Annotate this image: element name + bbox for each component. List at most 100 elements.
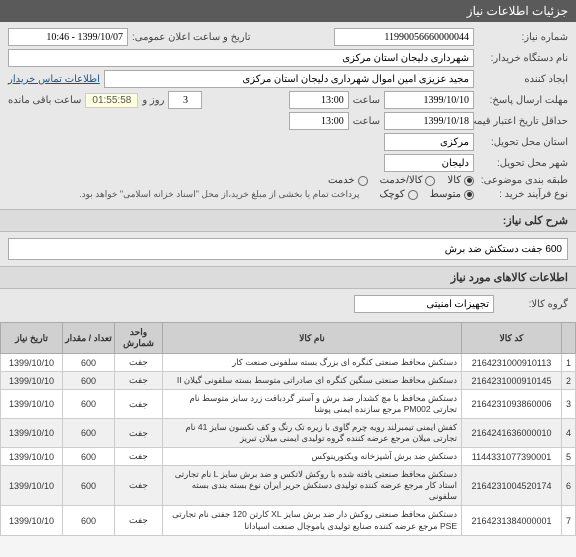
cell-code: 2164231384000001 bbox=[462, 506, 562, 535]
th-code: کد کالا bbox=[462, 323, 562, 354]
cell-index: 7 bbox=[562, 506, 576, 535]
need-no-field[interactable] bbox=[334, 28, 474, 46]
cell-name: دستکش ضد برش آشپزخانه ویکتورینوکس bbox=[163, 448, 462, 466]
announce-field[interactable] bbox=[8, 28, 128, 46]
cell-name: دستکش محافظ با مچ کشدار ضد برش و آستر گر… bbox=[163, 390, 462, 419]
cell-unit: جفت bbox=[115, 390, 163, 419]
cell-date: 1399/10/10 bbox=[1, 372, 63, 390]
cell-index: 1 bbox=[562, 354, 576, 372]
cell-name: دستکش محافظ صنعتی بافته شده با روکش لاتک… bbox=[163, 466, 462, 506]
items-section-title: اطلاعات کالاهای مورد نیاز bbox=[0, 266, 576, 289]
cell-qty: 600 bbox=[63, 506, 115, 535]
radio-icon bbox=[358, 176, 368, 186]
items-table-wrap: کد کالا نام کالا واحد شمارش تعداد / مقدا… bbox=[0, 322, 576, 536]
items-table: کد کالا نام کالا واحد شمارش تعداد / مقدا… bbox=[0, 322, 576, 536]
th-qty: تعداد / مقدار bbox=[63, 323, 115, 354]
cell-code: 1144331077390001 bbox=[462, 448, 562, 466]
cell-date: 1399/10/10 bbox=[1, 390, 63, 419]
remain-label: ساعت باقی مانده bbox=[8, 95, 81, 106]
cell-qty: 600 bbox=[63, 466, 115, 506]
pack-opt-0[interactable]: کالا bbox=[447, 175, 474, 186]
radio-icon bbox=[408, 190, 418, 200]
deadline-date-field[interactable] bbox=[384, 91, 474, 109]
cell-index: 6 bbox=[562, 466, 576, 506]
cell-unit: جفت bbox=[115, 466, 163, 506]
cell-name: دستکش محافظ صنعتی کنگره ای بزرگ بسته سلف… bbox=[163, 354, 462, 372]
page-title: جزئیات اطلاعات نیاز bbox=[467, 4, 568, 18]
cell-unit: جفت bbox=[115, 354, 163, 372]
cell-unit: جفت bbox=[115, 506, 163, 535]
pack-label: طبقه بندی موضوعی: bbox=[478, 175, 568, 186]
creator-label: ایجاد کننده bbox=[478, 74, 568, 85]
countdown-timer: 01:55:58 bbox=[85, 93, 138, 108]
proc-opt-0[interactable]: متوسط bbox=[430, 189, 474, 200]
table-row[interactable]: 42164241636000010کفش ایمنی تیمبرلند رویه… bbox=[1, 419, 576, 448]
cell-index: 4 bbox=[562, 419, 576, 448]
cell-code: 2164241636000010 bbox=[462, 419, 562, 448]
cell-date: 1399/10/10 bbox=[1, 448, 63, 466]
cell-unit: جفت bbox=[115, 419, 163, 448]
min-valid-label: حداقل تاریخ اعتبار قیمت: تا تاریخ: bbox=[478, 116, 568, 127]
table-row[interactable]: 72164231384000001دستکش محافظ صنعتی روکش … bbox=[1, 506, 576, 535]
city-field[interactable] bbox=[384, 154, 474, 172]
days-label: روز و bbox=[142, 95, 164, 106]
buyer-label: نام دستگاه خریدار: bbox=[478, 53, 568, 64]
cell-unit: جفت bbox=[115, 372, 163, 390]
th-date: تاریخ نیاز bbox=[1, 323, 63, 354]
radio-icon bbox=[425, 176, 435, 186]
table-row[interactable]: 12164231000910113دستکش محافظ صنعتی کنگره… bbox=[1, 354, 576, 372]
th-index bbox=[562, 323, 576, 354]
th-unit: واحد شمارش bbox=[115, 323, 163, 354]
time-label-1: ساعت bbox=[353, 95, 380, 106]
table-row[interactable]: 22164231000910145دستکش محافظ صنعتی سنگین… bbox=[1, 372, 576, 390]
pack-opt-1[interactable]: کالا/خدمت bbox=[380, 175, 436, 186]
pack-radio-group: کالا کالا/خدمت خدمت bbox=[328, 175, 474, 186]
radio-icon bbox=[464, 176, 474, 186]
cell-date: 1399/10/10 bbox=[1, 466, 63, 506]
form-section: شماره نیاز: تاریخ و ساعت اعلان عمومی: نا… bbox=[0, 22, 576, 209]
cell-date: 1399/10/10 bbox=[1, 354, 63, 372]
cell-code: 2164231000910145 bbox=[462, 372, 562, 390]
cell-index: 3 bbox=[562, 390, 576, 419]
pack-opt-2[interactable]: خدمت bbox=[328, 175, 368, 186]
group-label: گروه کالا: bbox=[498, 299, 568, 310]
radio-icon bbox=[464, 190, 474, 200]
cell-qty: 600 bbox=[63, 419, 115, 448]
creator-field[interactable] bbox=[104, 70, 474, 88]
announce-label: تاریخ و ساعت اعلان عمومی: bbox=[132, 32, 251, 43]
cell-qty: 600 bbox=[63, 390, 115, 419]
group-field[interactable] bbox=[354, 295, 494, 313]
deadline-reply-label: مهلت ارسال پاسخ: bbox=[478, 95, 568, 106]
need-no-label: شماره نیاز: bbox=[478, 32, 568, 43]
proc-label: نوع فرآیند خرید : bbox=[478, 189, 568, 200]
province-field[interactable] bbox=[384, 133, 474, 151]
proc-opt-1[interactable]: کوچک bbox=[380, 189, 418, 200]
proc-radio-group: متوسط کوچک bbox=[380, 189, 474, 200]
desc-text[interactable] bbox=[8, 238, 568, 260]
cell-code: 2164231093860006 bbox=[462, 390, 562, 419]
contact-link[interactable]: اطلاعات تماس خریدار bbox=[8, 74, 100, 85]
th-name: نام کالا bbox=[163, 323, 462, 354]
cell-name: کفش ایمنی تیمبرلند رویه چرم گاوی با زیره… bbox=[163, 419, 462, 448]
cell-code: 2164231004520174 bbox=[462, 466, 562, 506]
cell-date: 1399/10/10 bbox=[1, 506, 63, 535]
cell-index: 2 bbox=[562, 372, 576, 390]
deadline-time-field[interactable] bbox=[289, 91, 349, 109]
cell-code: 2164231000910113 bbox=[462, 354, 562, 372]
desc-section-title: شرح کلی نیاز: bbox=[0, 209, 576, 232]
cell-name: دستکش محافظ صنعتی سنگین کنگره ای صادراتی… bbox=[163, 372, 462, 390]
time-label-2: ساعت bbox=[353, 116, 380, 127]
buyer-field[interactable] bbox=[8, 49, 474, 67]
table-row[interactable]: 32164231093860006دستکش محافظ با مچ کشدار… bbox=[1, 390, 576, 419]
table-row[interactable]: 62164231004520174دستکش محافظ صنعتی بافته… bbox=[1, 466, 576, 506]
page-header: جزئیات اطلاعات نیاز bbox=[0, 0, 576, 22]
table-row[interactable]: 51144331077390001دستکش ضد برش آشپزخانه و… bbox=[1, 448, 576, 466]
cell-qty: 600 bbox=[63, 448, 115, 466]
province-label: استان محل تحویل: bbox=[478, 137, 568, 148]
min-valid-time-field[interactable] bbox=[289, 112, 349, 130]
cell-qty: 600 bbox=[63, 354, 115, 372]
min-valid-date-field[interactable] bbox=[384, 112, 474, 130]
city-label: شهر محل تحویل: bbox=[478, 158, 568, 169]
days-count-field bbox=[168, 91, 202, 109]
cell-unit: جفت bbox=[115, 448, 163, 466]
